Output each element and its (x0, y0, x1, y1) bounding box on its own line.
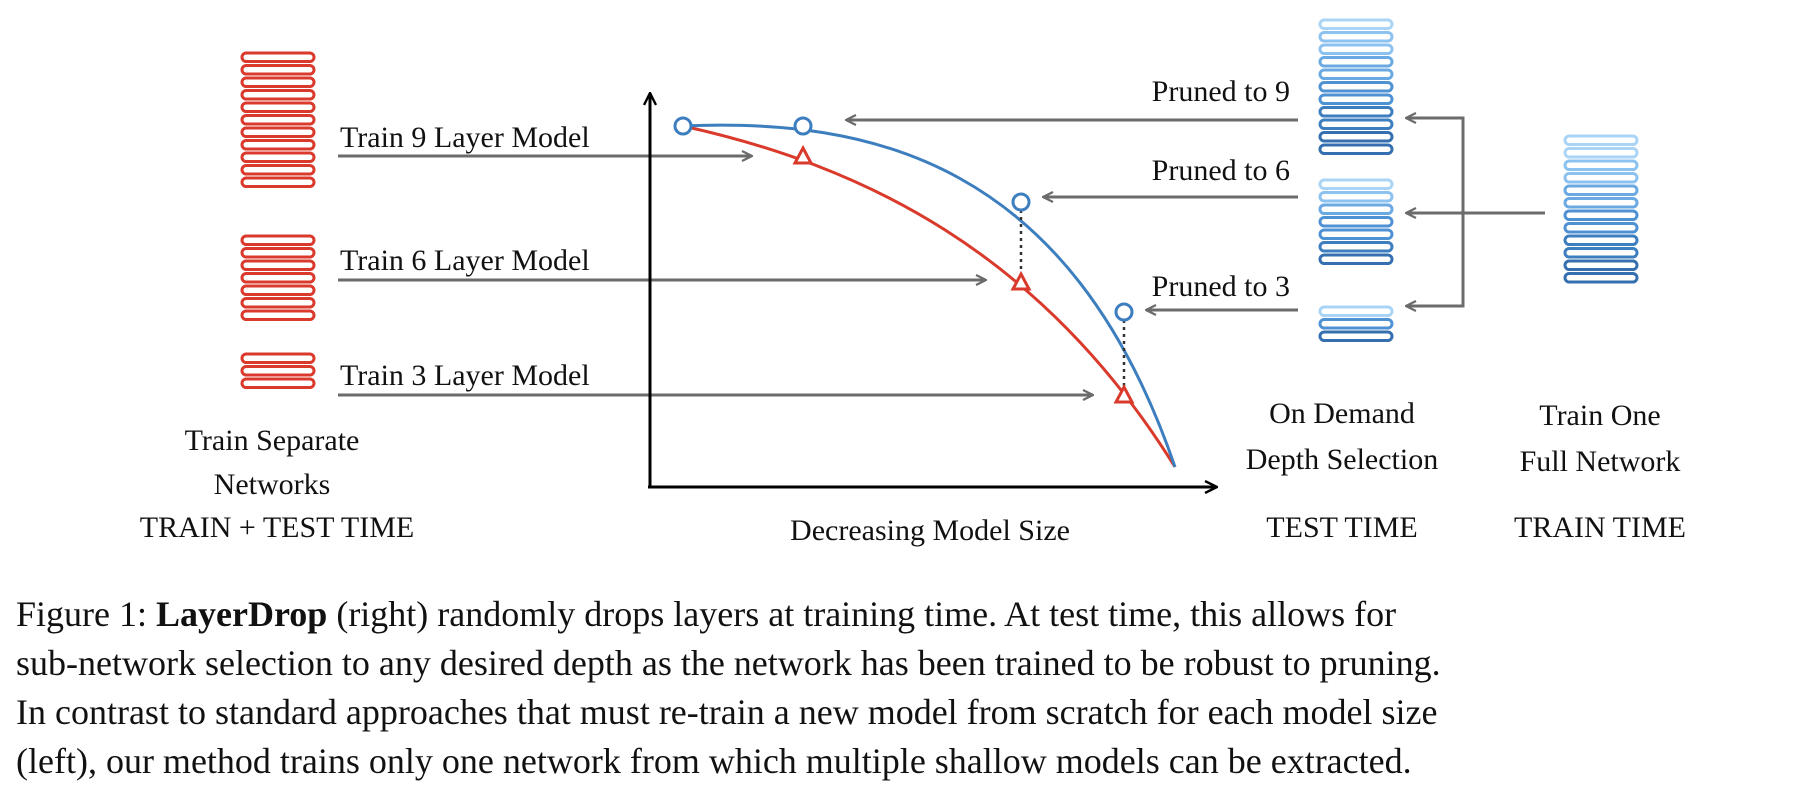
layer-block (1318, 228, 1394, 240)
train-time-label: TRAIN TIME (1514, 511, 1686, 544)
pruned-3-network-icon (1318, 305, 1394, 342)
layer-block (240, 126, 316, 138)
train-3-marker (1113, 383, 1135, 404)
layer-block (240, 51, 316, 63)
caption-line-3: In contrast to standard approaches that … (16, 692, 1438, 732)
layer-block (240, 139, 316, 151)
layer-block (1563, 134, 1639, 146)
train-caption-line-2: Full Network (1520, 445, 1681, 478)
three-layer-network-icon (240, 352, 316, 389)
layer-block (240, 259, 316, 271)
layer-block (1318, 318, 1394, 330)
start-point-marker (673, 116, 693, 136)
layer-block (1318, 253, 1394, 265)
layer-block (240, 164, 316, 176)
layer-block (1563, 172, 1639, 184)
layer-block (1318, 18, 1394, 30)
layer-block (1563, 209, 1639, 221)
layer-block (1563, 147, 1639, 159)
layer-block (1318, 305, 1394, 317)
train-3-label: Train 3 Layer Model (340, 359, 590, 392)
left-caption-line-2: Networks (214, 468, 331, 501)
layer-block (1318, 178, 1394, 190)
layer-block (1563, 222, 1639, 234)
layer-block (1318, 143, 1394, 155)
train-6-marker (1010, 270, 1032, 291)
pruned-9-marker (793, 116, 813, 136)
layer-block (240, 365, 316, 377)
caption-bold-term: LayerDrop (156, 594, 328, 634)
layer-block (1318, 241, 1394, 253)
six-layer-network-icon (240, 234, 316, 321)
pruned-9-label: Pruned to 9 (1152, 75, 1290, 108)
separate-networks-curve (682, 124, 1177, 468)
layer-block (1318, 203, 1394, 215)
figure-caption: Figure 1: LayerDrop (right) randomly dro… (16, 590, 1806, 786)
layer-block (1563, 259, 1639, 271)
layer-block (1318, 216, 1394, 228)
layer-block (1563, 184, 1639, 196)
nine-layer-network-icon (240, 51, 316, 188)
layer-block (240, 247, 316, 259)
layer-block (1318, 81, 1394, 93)
layer-block (240, 352, 316, 364)
caption-line-4: (left), our method trains only one netwo… (16, 741, 1412, 781)
layer-block (1318, 43, 1394, 55)
layer-block (240, 76, 316, 88)
layer-block (1318, 31, 1394, 43)
train-6-label: Train 6 Layer Model (340, 244, 590, 277)
layer-block (240, 176, 316, 188)
layerdrop-curve (682, 123, 1177, 468)
caption-line-1: Figure 1: LayerDrop (right) randomly dro… (16, 590, 1806, 639)
layer-block (240, 377, 316, 389)
pruned-6-marker (1011, 192, 1031, 212)
pruned-3-label: Pruned to 3 (1152, 270, 1290, 303)
layer-block (240, 234, 316, 246)
layer-block (1563, 247, 1639, 259)
caption-line-2: sub-network selection to any desired dep… (16, 643, 1441, 683)
layer-block (240, 64, 316, 76)
layer-block (240, 114, 316, 126)
pruned-3-marker (1114, 302, 1134, 322)
caption-line-1-text: (right) randomly drops layers at trainin… (327, 594, 1397, 634)
x-axis-label: Decreasing Model Size (790, 514, 1070, 547)
layer-block (240, 309, 316, 321)
pruned-9-network-icon (1318, 18, 1394, 155)
layer-block (240, 297, 316, 309)
layer-block (1318, 68, 1394, 80)
layer-block (240, 284, 316, 296)
pruned-6-network-icon (1318, 178, 1394, 265)
layer-block (1563, 159, 1639, 171)
full-network-icon (1563, 134, 1639, 284)
layer-block (1318, 56, 1394, 68)
caption-prefix: Figure 1: (16, 594, 156, 634)
layer-block (1318, 330, 1394, 342)
layer-block (1318, 106, 1394, 118)
train-9-label: Train 9 Layer Model (340, 121, 590, 154)
train-caption-line-1: Train One (1539, 399, 1660, 432)
layer-block (1563, 234, 1639, 246)
layer-block (1318, 131, 1394, 143)
test-caption-line-2: Depth Selection (1246, 443, 1438, 476)
layerdrop-figure: Train 9 Layer Model Train 6 Layer Model … (140, 18, 1686, 547)
layer-block (1563, 197, 1639, 209)
layer-block (240, 272, 316, 284)
pruned-6-label: Pruned to 6 (1152, 154, 1290, 187)
layer-block (1318, 118, 1394, 130)
test-caption-line-1: On Demand (1269, 397, 1415, 430)
left-caption-line-1: Train Separate (185, 424, 360, 457)
layer-block (1318, 93, 1394, 105)
layer-block (1563, 272, 1639, 284)
layer-block (1318, 191, 1394, 203)
test-time-label: TEST TIME (1266, 511, 1417, 544)
train-9-marker (792, 144, 814, 165)
layer-block (240, 101, 316, 113)
left-time-label: TRAIN + TEST TIME (140, 511, 414, 544)
layer-block (240, 89, 316, 101)
layer-block (240, 151, 316, 163)
